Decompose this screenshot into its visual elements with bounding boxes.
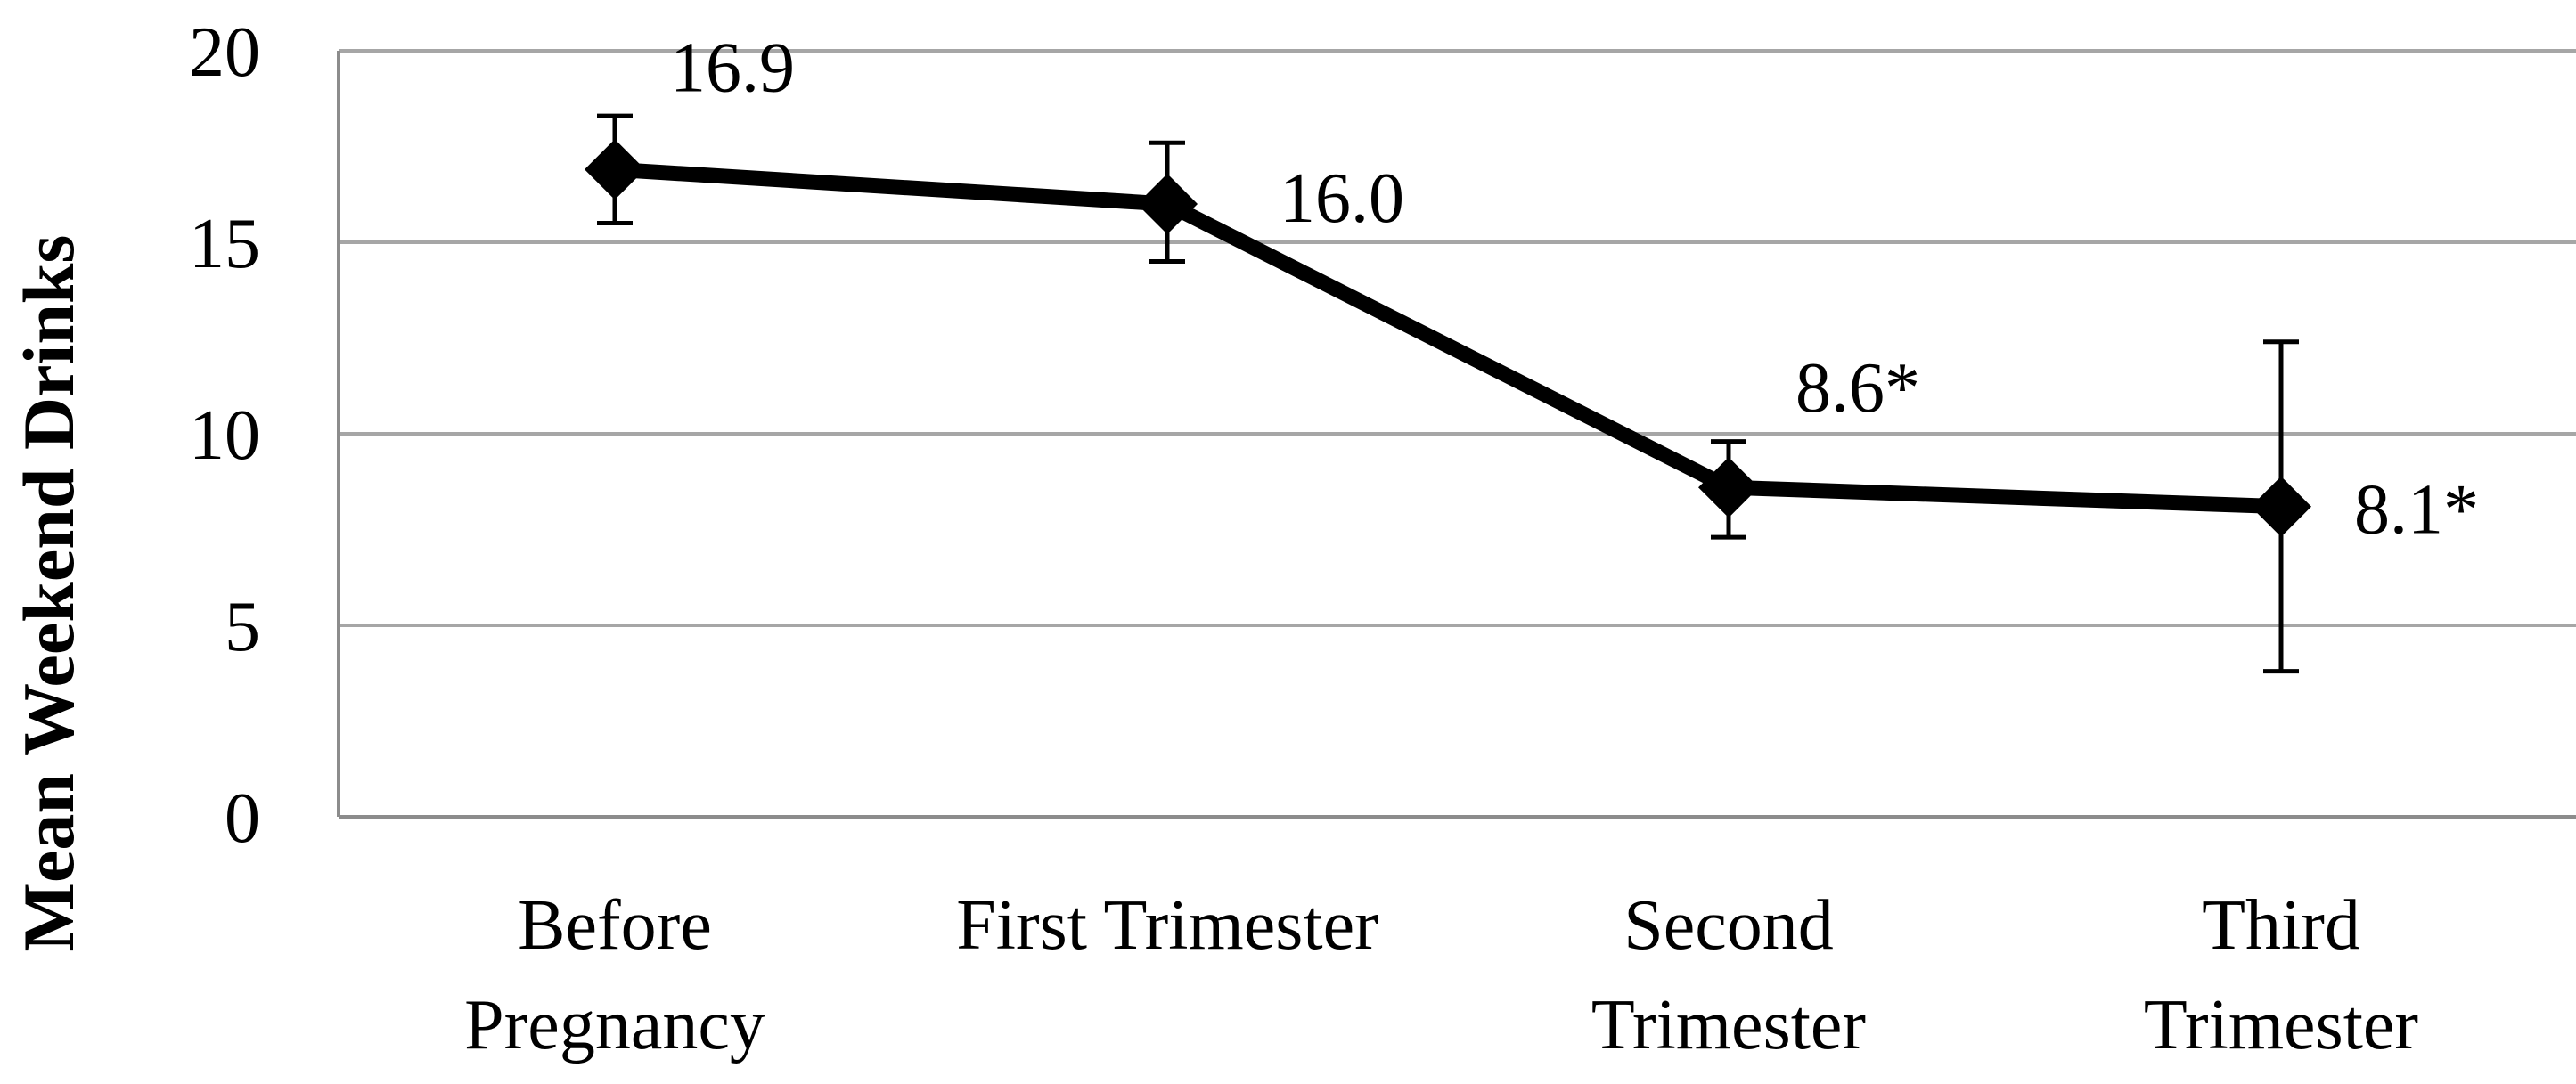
y-tick-label-20: 20 — [189, 13, 260, 92]
y-tick-label-15: 15 — [189, 205, 260, 283]
data-label-2: 8.6* — [1795, 349, 1920, 428]
gridlines — [339, 49, 2576, 627]
data-point-0 — [585, 139, 645, 200]
x-category-label-line: Trimester — [2144, 986, 2418, 1064]
data-point-1 — [1137, 174, 1198, 234]
x-category-label-line: Before — [518, 886, 712, 965]
x-category-label-line: Pregnancy — [464, 986, 765, 1064]
data-point-3 — [2251, 476, 2311, 537]
x-category-labels: Before Pregnancy First Trimester Second Trim… — [464, 886, 2418, 1064]
y-tick-labels: 0 5 10 15 20 — [189, 13, 260, 858]
y-tick-label-5: 5 — [225, 588, 260, 666]
data-point-2 — [1698, 457, 1759, 518]
data-label-3: 8.1* — [2354, 471, 2479, 550]
x-category-label-1: First Trimester — [956, 886, 1378, 965]
x-category-label-0: Before Pregnancy — [464, 886, 765, 1064]
x-category-label-line: Trimester — [1591, 986, 1866, 1064]
data-markers — [585, 139, 2311, 537]
data-label-1: 16.0 — [1280, 159, 1404, 238]
x-category-label-line: Third — [2202, 886, 2360, 965]
error-bars — [597, 113, 2299, 674]
x-category-label-line: Second — [1623, 886, 1834, 965]
y-axis-title: Mean Weekend Drinks — [8, 235, 89, 952]
axes — [337, 51, 2576, 819]
x-category-label-2: Second Trimester — [1591, 886, 1866, 1064]
series-line — [614, 161, 2282, 515]
y-tick-label-10: 10 — [189, 396, 260, 475]
y-tick-label-0: 0 — [225, 779, 260, 858]
x-category-label-line: First Trimester — [956, 886, 1378, 965]
data-label-0: 16.9 — [670, 29, 795, 107]
series-line — [614, 161, 2282, 515]
x-category-label-3: Third Trimester — [2144, 886, 2418, 1064]
data-labels: 16.9 16.0 8.6* 8.1* — [670, 29, 2479, 549]
